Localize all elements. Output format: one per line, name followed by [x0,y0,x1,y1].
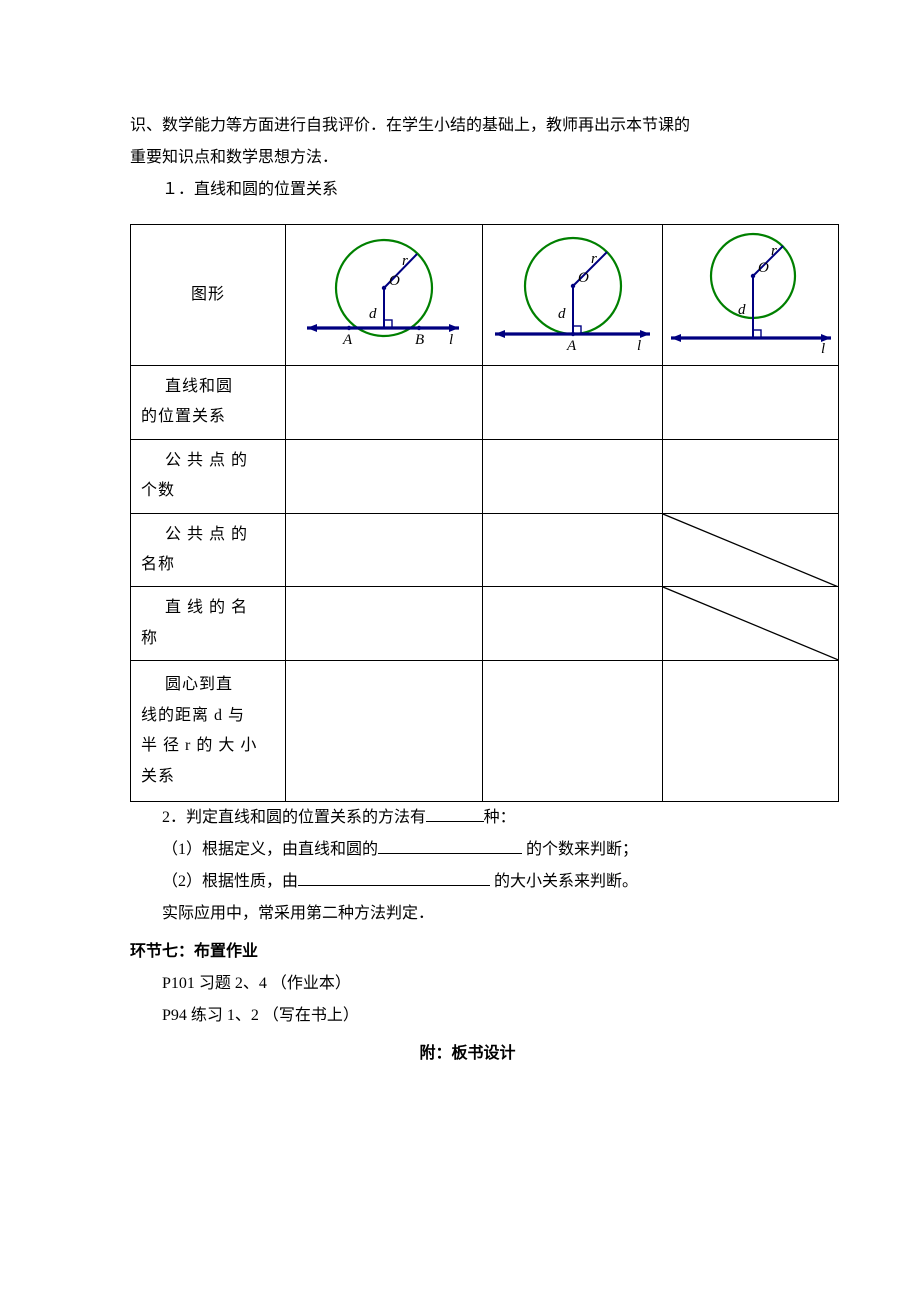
table-row: 公 共 点 的 个数 [131,439,839,513]
blank-field[interactable] [298,871,490,886]
label-l: l [637,338,641,354]
label-r: r [402,253,408,269]
p2b-lead: （2）根据性质，由 [162,873,298,890]
document-page: 识、数学能力等方面进行自我评价．在学生小结的基础上，教师再出示本节课的 重要知识… [0,0,920,1302]
label-l: l [821,341,825,357]
blank-field[interactable] [378,839,522,854]
point-2c: 实际应用中，常采用第二种方法判定． [130,898,805,930]
section-7-heading: 环节七：布置作业 [130,936,805,968]
row-header-common-name: 公 共 点 的 名称 [131,514,285,587]
label-d: d [558,306,566,322]
summary-table: 图形 [130,224,839,802]
appendix-heading: 附：板书设计 [130,1038,805,1070]
blank-field[interactable] [426,807,484,822]
label-O: O [578,270,589,286]
figure-tangent: O r d A l [483,225,662,365]
row-header-d-r: 圆心到直 线的距离 d 与 半 径 r 的 大 小 关系 [131,664,285,798]
summary-table-wrapper: 图形 [130,224,805,802]
table-row: 圆心到直 线的距离 d 与 半 径 r 的 大 小 关系 [131,661,839,802]
homework-1: P101 习题 2、4 （作业本） [130,968,805,1000]
p2-tail: 种： [484,809,516,826]
label-r: r [591,251,597,267]
table-row: 公 共 点 的 名称 [131,513,839,587]
label-O: O [758,260,769,276]
label-O: O [389,273,400,289]
label-d: d [369,306,377,322]
label-d: d [738,302,746,318]
label-A: A [342,332,353,348]
point-2b: （2）根据性质，由 的大小关系来判断。 [130,866,805,898]
table-row: 直线和圆 的位置关系 [131,366,839,440]
row-header-line-name: 直 线 的 名 称 [131,587,285,660]
row-header-figure: 图形 [131,274,285,316]
label-r: r [771,243,777,259]
na-slash-icon [663,587,838,660]
figure-secant: O r d A B l [286,225,482,365]
row-header-common-count: 公 共 点 的 个数 [131,440,285,513]
label-l: l [449,332,453,348]
intro-line-1: 识、数学能力等方面进行自我评价．在学生小结的基础上，教师再出示本节课的 [130,110,805,142]
homework-2: P94 练习 1、2 （写在书上） [130,1000,805,1032]
intro-line-2: 重要知识点和数学思想方法． [130,142,805,174]
row-header-relation: 直线和圆 的位置关系 [131,366,285,439]
p2a-tail: 的个数来判断； [522,841,638,858]
point-1: １．直线和圆的位置关系 [130,174,805,206]
label-B: B [415,332,424,348]
table-row: 直 线 的 名 称 [131,587,839,661]
point-2: 2．判定直线和圆的位置关系的方法有 种： [130,802,805,834]
p2-lead: 2．判定直线和圆的位置关系的方法有 [162,809,426,826]
table-row-figures: 图形 [131,225,839,366]
figure-disjoint: O r d l [663,225,838,365]
p2b-tail: 的大小关系来判断。 [490,873,638,890]
p2a-lead: （1）根据定义，由直线和圆的 [162,841,378,858]
na-slash-icon [663,514,838,587]
point-2a: （1）根据定义，由直线和圆的 的个数来判断； [130,834,805,866]
label-A: A [566,338,577,354]
